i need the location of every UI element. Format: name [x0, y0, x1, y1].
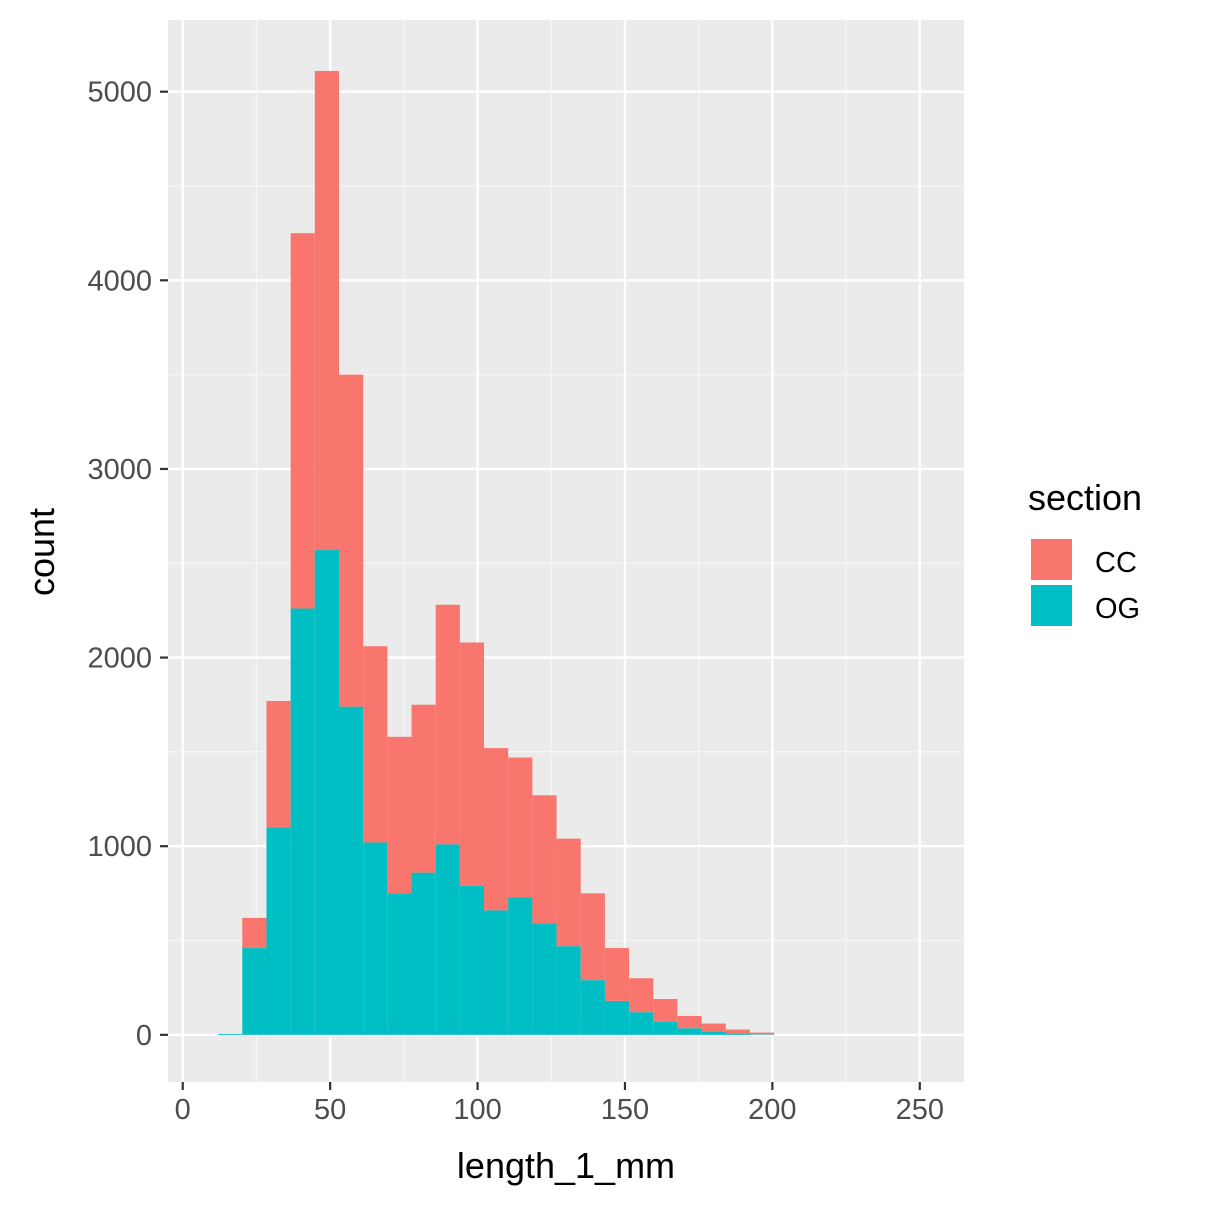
- bar-cc: [459, 642, 485, 886]
- bar-og: [653, 1021, 678, 1035]
- bar-cc: [749, 1032, 775, 1035]
- bar-cc: [725, 1029, 750, 1034]
- bar-og: [604, 1000, 630, 1035]
- bar-cc: [314, 70, 339, 551]
- x-axis: 0 50 100 150 200 250: [175, 1082, 944, 1126]
- bar-cc: [338, 374, 364, 707]
- bar-og: [580, 980, 605, 1035]
- x-tick-label: 100: [453, 1094, 501, 1126]
- bar-og: [749, 1034, 775, 1035]
- bar-og: [314, 550, 339, 1035]
- bar-cc: [677, 1015, 702, 1029]
- y-tick-label: 0: [136, 1020, 152, 1052]
- legend-swatch-cc: [1031, 539, 1072, 580]
- legend-label-cc: CC: [1095, 547, 1137, 579]
- bar-cc: [580, 893, 605, 981]
- legend-title: section: [1028, 477, 1142, 518]
- bar-cc: [266, 700, 291, 828]
- legend: section CC OG: [1028, 477, 1142, 626]
- bar-og: [435, 844, 460, 1035]
- bar-og: [701, 1032, 726, 1035]
- legend-label-og: OG: [1095, 593, 1140, 625]
- bar-og: [411, 872, 436, 1035]
- bar-cc: [653, 999, 678, 1022]
- bar-og: [677, 1028, 702, 1035]
- bar-cc: [290, 233, 315, 609]
- histogram-bars: [218, 70, 775, 1035]
- bar-cc: [363, 646, 388, 843]
- y-axis-title: count: [21, 508, 62, 596]
- bar-cc: [629, 978, 654, 1013]
- bar-og: [218, 1033, 243, 1035]
- bar-og: [459, 885, 485, 1035]
- bar-cc: [387, 736, 412, 894]
- bar-og: [338, 706, 364, 1035]
- x-tick-label: 0: [175, 1094, 191, 1126]
- y-tick-label: 2000: [87, 643, 152, 675]
- x-tick-label: 150: [601, 1094, 649, 1126]
- bar-og: [484, 910, 509, 1035]
- bar-og: [508, 897, 533, 1035]
- bar-og: [266, 827, 291, 1035]
- bar-og: [725, 1033, 750, 1035]
- bar-cc: [604, 948, 630, 1001]
- bar-og: [363, 842, 388, 1035]
- bar-og: [532, 923, 557, 1035]
- legend-swatch-og: [1031, 585, 1072, 626]
- bar-cc: [556, 838, 581, 947]
- bar-cc: [532, 795, 557, 924]
- bar-cc: [435, 604, 460, 845]
- x-axis-title: length_1_mm: [457, 1145, 675, 1186]
- x-tick-label: 200: [748, 1094, 796, 1126]
- y-axis: 0 1000 2000 3000 4000 5000: [87, 77, 168, 1052]
- bar-cc: [242, 917, 267, 949]
- y-tick-label: 1000: [87, 831, 152, 863]
- bar-og: [242, 948, 267, 1035]
- bar-cc: [484, 748, 509, 911]
- x-tick-label: 250: [896, 1094, 944, 1126]
- bar-og: [629, 1012, 654, 1035]
- bar-cc: [411, 704, 436, 873]
- y-tick-label: 5000: [87, 77, 152, 109]
- x-tick-label: 50: [314, 1094, 346, 1126]
- bar-og: [387, 893, 412, 1035]
- bar-og: [290, 608, 315, 1035]
- bar-cc: [508, 757, 533, 898]
- y-tick-label: 4000: [87, 265, 152, 297]
- bar-cc: [701, 1023, 726, 1033]
- y-tick-label: 3000: [87, 454, 152, 486]
- bar-og: [556, 946, 581, 1035]
